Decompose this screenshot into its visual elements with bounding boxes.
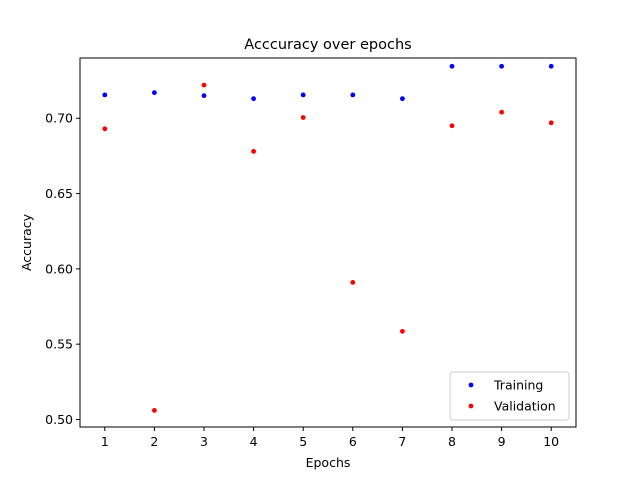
data-points [102, 63, 554, 413]
y-axis-ticks: 0.50 0.55 0.60 0.65 0.70 [45, 111, 80, 427]
x-tick-label: 6 [349, 434, 357, 449]
validation-point [449, 123, 455, 129]
x-tick-label: 4 [250, 434, 258, 449]
training-point [400, 96, 405, 102]
x-tick-label: 3 [200, 434, 208, 449]
legend-box [449, 371, 570, 421]
x-tick-label: 9 [498, 434, 506, 449]
training-point [251, 96, 256, 102]
y-axis-label: Accuracy [19, 213, 34, 271]
validation-point [548, 120, 554, 126]
y-tick-label: 0.55 [45, 337, 73, 352]
x-tick-label: 2 [150, 434, 158, 449]
training-point [201, 93, 207, 99]
validation-point [400, 328, 405, 334]
x-tick-label: 1 [101, 434, 109, 449]
validation-point [152, 408, 157, 413]
training-point [499, 63, 504, 69]
y-tick-label: 0.50 [45, 412, 73, 427]
validation-point [102, 126, 108, 132]
plot-frame [79, 57, 577, 428]
x-axis-ticks: 1 2 3 4 5 6 7 8 9 10 [101, 427, 559, 449]
x-tick-label: 5 [299, 434, 307, 449]
validation-point [251, 148, 256, 154]
validation-point [350, 280, 356, 285]
validation-point [499, 109, 504, 115]
legend-label-training: Training [493, 378, 543, 393]
legend: Training Validation [449, 371, 570, 421]
training-point [102, 92, 108, 98]
x-tick-label: 8 [448, 434, 456, 449]
legend-marker-training [468, 382, 474, 388]
x-tick-label: 7 [398, 434, 406, 449]
x-tick-label: 10 [543, 434, 559, 449]
training-point [350, 92, 356, 98]
training-point [449, 63, 455, 69]
training-point [548, 63, 554, 69]
validation-point [300, 115, 306, 120]
chart-title: Acccuracy over epochs [244, 37, 411, 53]
x-axis-label: Epochs [306, 455, 351, 470]
legend-label-validation: Validation [494, 399, 556, 414]
y-tick-label: 0.60 [45, 261, 73, 276]
y-tick-label: 0.70 [45, 111, 73, 126]
training-point [152, 90, 157, 96]
validation-point [201, 82, 207, 88]
training-point [300, 92, 306, 98]
y-tick-label: 0.65 [45, 186, 73, 201]
legend-marker-validation [468, 403, 474, 409]
